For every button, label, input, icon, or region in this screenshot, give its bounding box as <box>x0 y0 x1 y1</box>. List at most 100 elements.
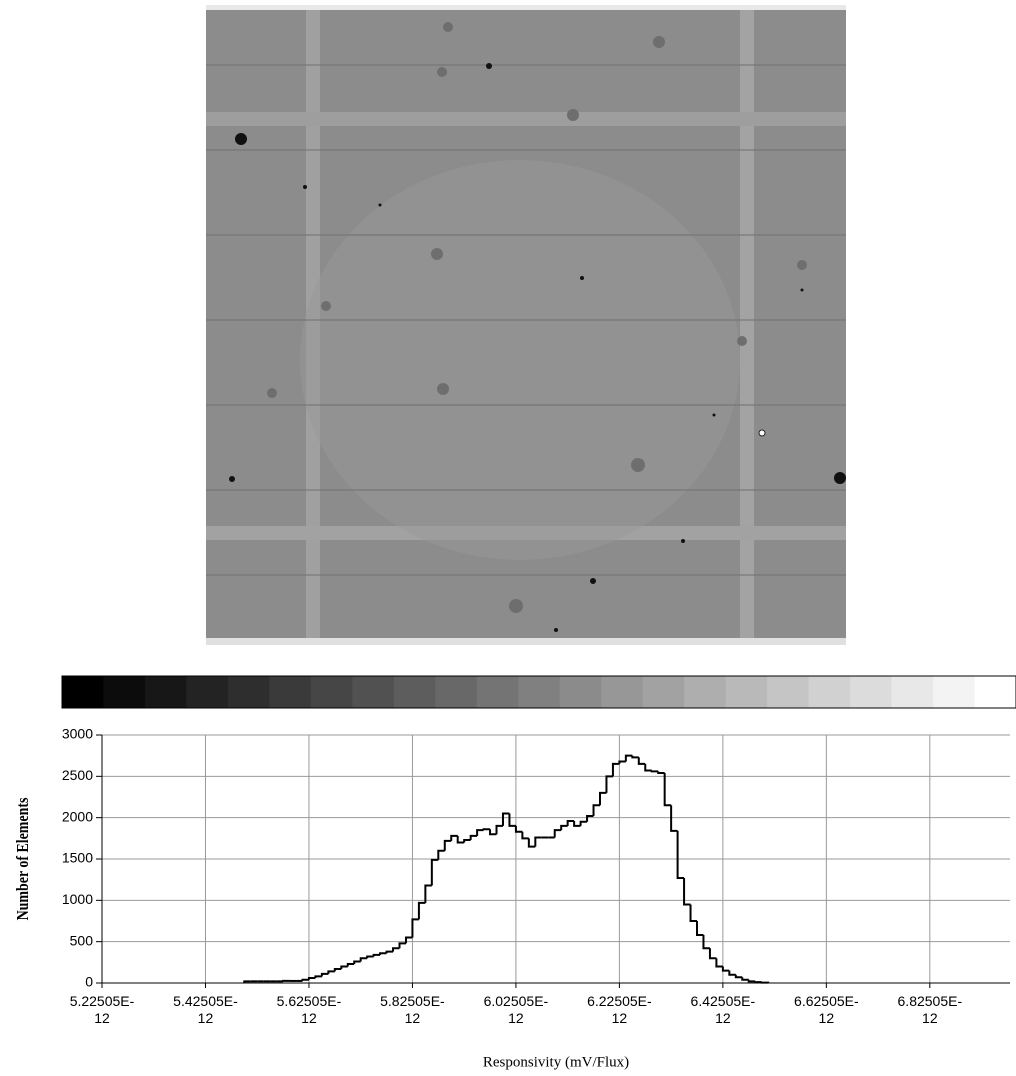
colorbar-step <box>310 676 353 708</box>
histogram-bin <box>644 763 652 772</box>
histogram-bin <box>702 935 710 950</box>
histogram-bin <box>379 952 387 955</box>
histogram-bin <box>605 775 613 793</box>
histogram-bin <box>456 835 465 844</box>
y-tick-label: 1500 <box>62 850 93 866</box>
histogram-bin <box>657 771 665 775</box>
histogram-bin <box>592 804 600 817</box>
histogram-bin <box>372 953 381 957</box>
colorbar-step <box>891 676 934 708</box>
x-tick-label: 6.62505E-12 <box>794 993 859 1026</box>
histogram-bin <box>747 979 756 983</box>
histogram-bin <box>618 760 626 764</box>
y-tick-label: 2000 <box>62 808 93 824</box>
x-tick-label: 6.02505E-12 <box>483 993 549 1026</box>
histogram-bin <box>243 980 251 983</box>
y-axis-label: Number of Elements <box>14 798 33 921</box>
histogram-bin <box>760 981 770 984</box>
histogram-bin <box>741 977 749 981</box>
histogram-bin <box>333 967 342 972</box>
histogram-bin <box>398 942 406 949</box>
colorbar-step <box>103 676 146 708</box>
colorbar-step <box>476 676 519 708</box>
histogram-bin <box>670 805 678 832</box>
colorbar-step <box>933 676 976 708</box>
colorbar-step <box>186 676 229 708</box>
histogram-bin <box>696 921 704 937</box>
histogram-bin <box>430 858 439 886</box>
y-tick-label: 2500 <box>62 767 93 783</box>
histogram-bin <box>637 757 646 765</box>
histogram-bin <box>392 947 400 952</box>
histogram-bin <box>734 974 743 979</box>
histogram-bin <box>314 975 322 979</box>
histogram-bin <box>514 825 523 833</box>
colorbar-step <box>518 676 561 708</box>
histogram-bin <box>683 878 691 906</box>
histogram-bin <box>340 965 348 969</box>
histogram-bin <box>663 773 672 807</box>
histogram-bin <box>489 829 497 836</box>
colorbar-step <box>850 676 893 708</box>
x-tick-label: 6.42505E-12 <box>690 993 756 1026</box>
y-tick-label: 0 <box>85 974 93 990</box>
histogram-bin <box>650 770 659 773</box>
histogram-bin <box>307 977 316 980</box>
histogram-bin <box>676 830 685 880</box>
histogram-bin <box>450 834 458 841</box>
colorbar-step <box>269 676 312 708</box>
histogram-bin <box>469 834 478 840</box>
x-tick-label: 5.42505E-12 <box>173 993 238 1026</box>
y-tick-label: 1000 <box>62 891 93 907</box>
x-tick-label: 5.82505E-12 <box>380 993 445 1026</box>
histogram-bin <box>553 829 562 838</box>
colorbar-step <box>725 676 768 708</box>
histogram-bin <box>534 836 542 847</box>
histogram-bin <box>437 849 445 860</box>
colorbar-step <box>808 676 851 708</box>
colorbar-step <box>393 676 436 708</box>
histogram-bin <box>346 962 355 967</box>
histogram-bin <box>482 828 491 831</box>
colorbar-step <box>227 676 270 708</box>
histogram-bin <box>566 819 575 826</box>
histogram-bin <box>366 955 374 959</box>
histogram-bin <box>404 936 413 944</box>
y-tick-label: 3000 <box>62 726 93 742</box>
histogram-bin <box>327 970 335 974</box>
colorbar <box>61 675 1016 709</box>
detector-image <box>206 5 846 645</box>
colorbar-step <box>974 676 1016 708</box>
x-axis-label: Responsivity (mV/Flux) <box>483 1054 629 1070</box>
histogram-bin <box>579 820 588 826</box>
histogram-bin <box>411 918 419 938</box>
x-tick-label: 6.82505E-12 <box>897 993 963 1026</box>
colorbar-step <box>352 676 395 708</box>
colorbar-step <box>144 676 187 708</box>
histogram-bin <box>624 754 633 762</box>
histogram-bin <box>320 972 329 977</box>
histogram-bin <box>508 813 516 827</box>
histogram-bin <box>476 829 484 836</box>
histogram-bin <box>385 950 394 954</box>
x-tick-label: 5.62505E-12 <box>276 993 342 1026</box>
histogram-bin <box>586 815 594 822</box>
histogram-bin <box>598 791 607 806</box>
histogram-bin <box>689 904 698 922</box>
x-tick-label: 6.22505E-12 <box>587 993 652 1026</box>
histogram-bin <box>708 948 717 960</box>
colorbar-step <box>559 676 602 708</box>
histogram-bin <box>359 957 368 962</box>
histogram-bin <box>301 978 309 981</box>
histogram-bin <box>417 901 426 920</box>
histogram-bin <box>715 958 723 968</box>
histogram-bin <box>424 884 432 903</box>
colorbar-step <box>435 676 478 708</box>
histogram-bin <box>495 824 503 835</box>
histogram-bin <box>754 981 762 984</box>
histogram-bin <box>573 820 581 827</box>
colorbar-step <box>601 676 644 708</box>
colorbar-step <box>642 676 685 708</box>
colorbar-step <box>767 676 810 708</box>
